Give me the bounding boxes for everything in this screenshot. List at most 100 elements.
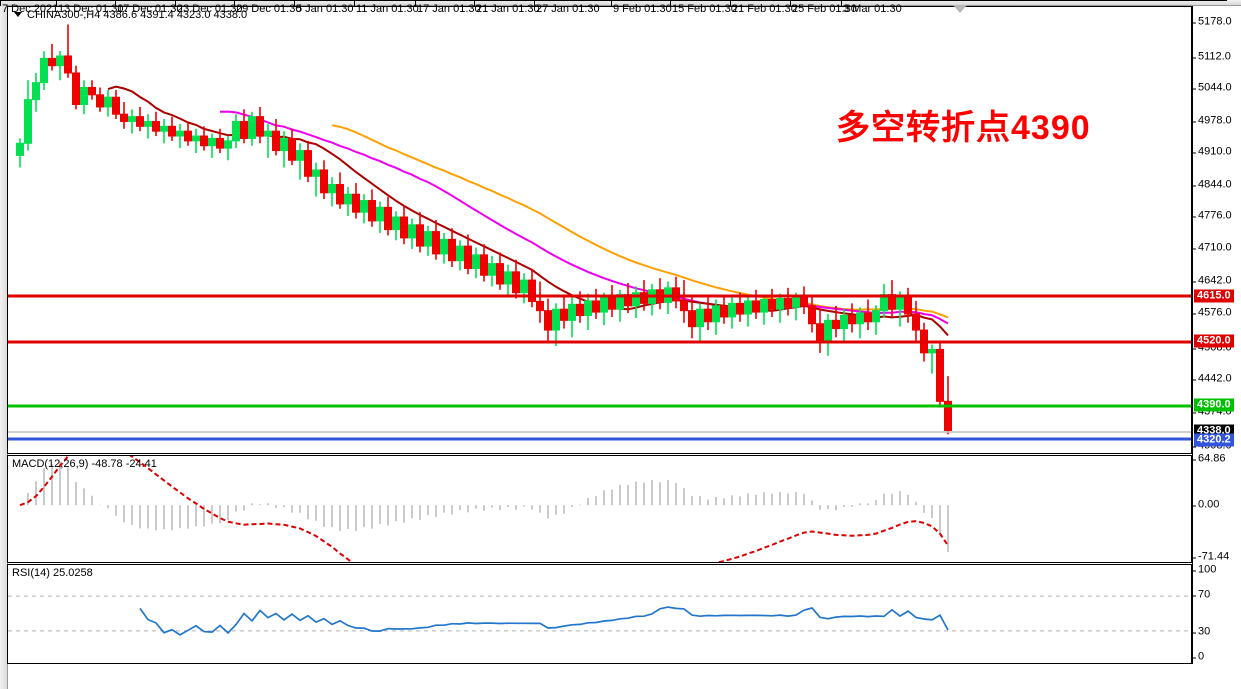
candlestick — [272, 119, 280, 156]
rsi-header[interactable]: RSI(14) 25.0258 — [12, 567, 93, 579]
candlestick — [264, 123, 272, 158]
price-level-tag-green[interactable]: 4390.0 — [1194, 398, 1234, 412]
candle-body — [16, 142, 24, 156]
candle-body — [256, 116, 264, 137]
candle-body — [944, 400, 952, 431]
candle-body — [512, 271, 520, 294]
candle-body — [816, 323, 824, 343]
candlestick — [832, 305, 840, 338]
candle-body — [736, 302, 744, 315]
candlestick — [848, 303, 856, 333]
candle-body — [424, 231, 432, 247]
macd-tick-label: 64.86 — [1193, 453, 1226, 465]
candlestick — [240, 109, 248, 144]
candlestick — [56, 51, 64, 81]
price-tick-label: 4710.0 — [1193, 242, 1232, 254]
candlestick — [16, 138, 24, 168]
candlestick — [736, 292, 744, 322]
candle-body — [328, 184, 336, 194]
candle-body — [576, 303, 584, 317]
candlestick — [672, 276, 680, 309]
rsi-indicator-pane[interactable] — [7, 564, 1192, 664]
candle-body — [608, 297, 616, 310]
price-tick-label: 4844.0 — [1193, 179, 1232, 191]
candle-body — [496, 263, 504, 285]
candlestick — [784, 287, 792, 316]
candlestick — [352, 183, 360, 219]
candle-body — [584, 300, 592, 316]
chevron-down-icon[interactable] — [14, 11, 22, 17]
candle-body — [592, 300, 600, 313]
candle-body — [936, 348, 944, 402]
price-scale[interactable]: 5178.0 5112.0 5044.0 4978.0 4910.0 4844.0 4776… — [1192, 6, 1241, 664]
candlestick — [80, 80, 88, 115]
candle-body — [568, 303, 576, 321]
symbol-header[interactable]: CHINA300-,H4 4386.6 4391.4 4323.0 4338.0 — [14, 9, 247, 21]
candle-body — [416, 224, 424, 247]
candle-body — [312, 169, 320, 177]
time-axis[interactable]: 7 Dec 2021 13 Dec 01:30 17 Dec 01:30 23 Dec… — [0, 0, 1227, 22]
candle-body — [792, 297, 800, 308]
candle-body — [336, 184, 344, 205]
macd-header[interactable]: MACD(12,26,9) -48.78 -24.41 — [12, 458, 157, 470]
candlestick — [96, 87, 104, 112]
candlestick — [48, 43, 56, 71]
time-axis-label: 5 Jan 01:30 — [296, 3, 354, 15]
candlestick — [840, 309, 848, 342]
rsi-tick-label: 30 — [1193, 626, 1210, 638]
candlestick — [528, 269, 536, 308]
price-chart-canvas[interactable] — [8, 7, 1191, 453]
candlestick — [488, 255, 496, 287]
candlestick — [480, 244, 488, 282]
price-tick-label: 5112.0 — [1193, 51, 1231, 63]
rsi-tick-label: 70 — [1193, 589, 1210, 601]
time-axis-tick — [534, 0, 535, 6]
candle-body — [712, 305, 720, 323]
macd-signal-line — [19, 456, 949, 562]
candle-body — [752, 300, 760, 313]
candle-body — [216, 137, 224, 149]
candle-body — [128, 116, 136, 122]
price-level-tag-red[interactable]: 4520.0 — [1194, 334, 1234, 348]
price-tick-label: 4576.0 — [1193, 307, 1232, 319]
time-axis-label: 13 Dec 01:30 — [58, 3, 124, 15]
candle-body — [856, 312, 864, 325]
candle-body — [200, 135, 208, 147]
candle-body — [680, 300, 688, 312]
time-axis-label: 9 Feb 01:30 — [613, 3, 672, 15]
price-level-tag-red[interactable]: 4615.0 — [1194, 289, 1234, 303]
candlestick — [160, 119, 168, 144]
candle-body — [40, 57, 48, 84]
candle-body — [192, 135, 200, 142]
candle-body — [896, 297, 904, 310]
candlestick — [184, 121, 192, 146]
candle-body — [696, 308, 704, 328]
candle-body — [768, 298, 776, 310]
candle-body — [864, 312, 872, 323]
candle-body — [672, 287, 680, 302]
candlestick — [592, 288, 600, 319]
candlestick — [208, 133, 216, 158]
candle-body — [552, 308, 560, 331]
time-axis-label: 25 Feb 01:30 — [792, 3, 857, 15]
time-axis-label: 29 Dec 01:30 — [236, 3, 302, 15]
candle-body — [344, 193, 352, 205]
candlestick — [296, 143, 304, 180]
candle-body — [760, 298, 768, 313]
window-top-rail — [0, 0, 1241, 6]
candle-body — [488, 263, 496, 276]
candlestick — [504, 264, 512, 295]
chart-annotation-text: 多空转折点4390 — [836, 109, 1091, 147]
time-axis-tick — [415, 0, 416, 6]
macd-indicator-pane[interactable] — [7, 455, 1192, 563]
time-axis-tick — [670, 0, 671, 6]
candlestick — [72, 65, 80, 110]
candlestick — [752, 289, 760, 319]
price-chart-pane[interactable] — [7, 6, 1192, 454]
candle-body — [464, 245, 472, 269]
price-level-tag-blue[interactable]: 4320.2 — [1194, 433, 1234, 447]
candle-body — [224, 140, 232, 149]
candlestick — [328, 177, 336, 207]
candle-body — [832, 319, 840, 330]
time-axis-tick — [611, 0, 612, 6]
